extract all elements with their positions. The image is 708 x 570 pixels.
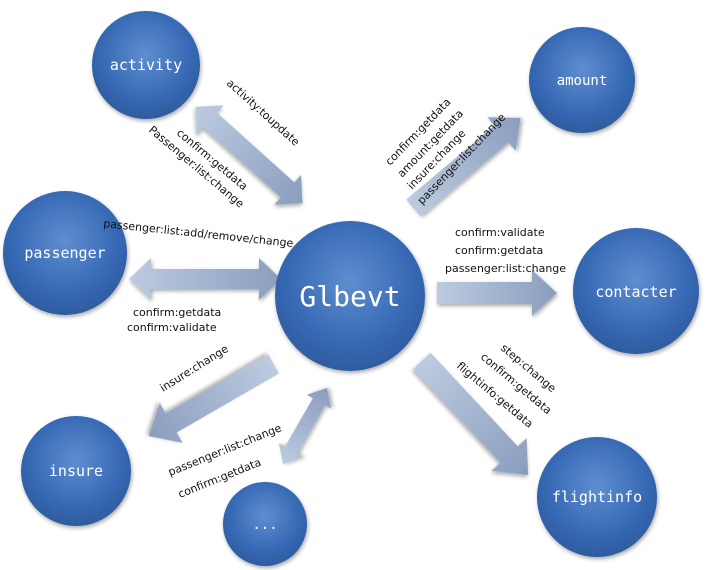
node-insure: insure — [21, 416, 131, 526]
node-passenger: passenger — [3, 191, 127, 315]
node-amount: amount — [529, 27, 635, 133]
edge-label: passenger:list:change — [445, 262, 566, 275]
edge-label: confirm:validate — [127, 321, 217, 334]
node-amount-label: amount — [557, 73, 608, 89]
arrow-to-amount — [406, 117, 521, 217]
arrow-passenger-double — [129, 258, 281, 300]
edge-label: confirm:validate — [455, 226, 545, 239]
arrow-to-insure — [148, 354, 279, 443]
node-insure-label: insure — [49, 462, 103, 480]
arrow-to-flightinfo — [413, 352, 529, 476]
edge-label: confirm:getdata — [133, 306, 221, 319]
edge-label: passenger:list:add/remove/change — [103, 217, 294, 250]
node-passenger-label: passenger — [24, 244, 105, 262]
node-more: ... — [223, 482, 307, 566]
node-activity-label: activity — [110, 56, 182, 74]
arrow-to-contacter — [437, 270, 557, 316]
node-contacter: contacter — [573, 228, 699, 354]
node-activity: activity — [92, 11, 200, 119]
node-center: Glbevt — [275, 221, 425, 371]
arrow-activity-double — [195, 105, 303, 205]
node-contacter-label: contacter — [595, 283, 676, 301]
edge-label: confirm:getdata — [455, 244, 543, 257]
arrow-more-double — [278, 387, 332, 465]
node-more-label: ... — [252, 517, 277, 533]
node-center-label: Glbevt — [299, 280, 400, 313]
node-flightinfo-label: flightinfo — [552, 488, 642, 506]
node-flightinfo: flightinfo — [537, 437, 657, 557]
